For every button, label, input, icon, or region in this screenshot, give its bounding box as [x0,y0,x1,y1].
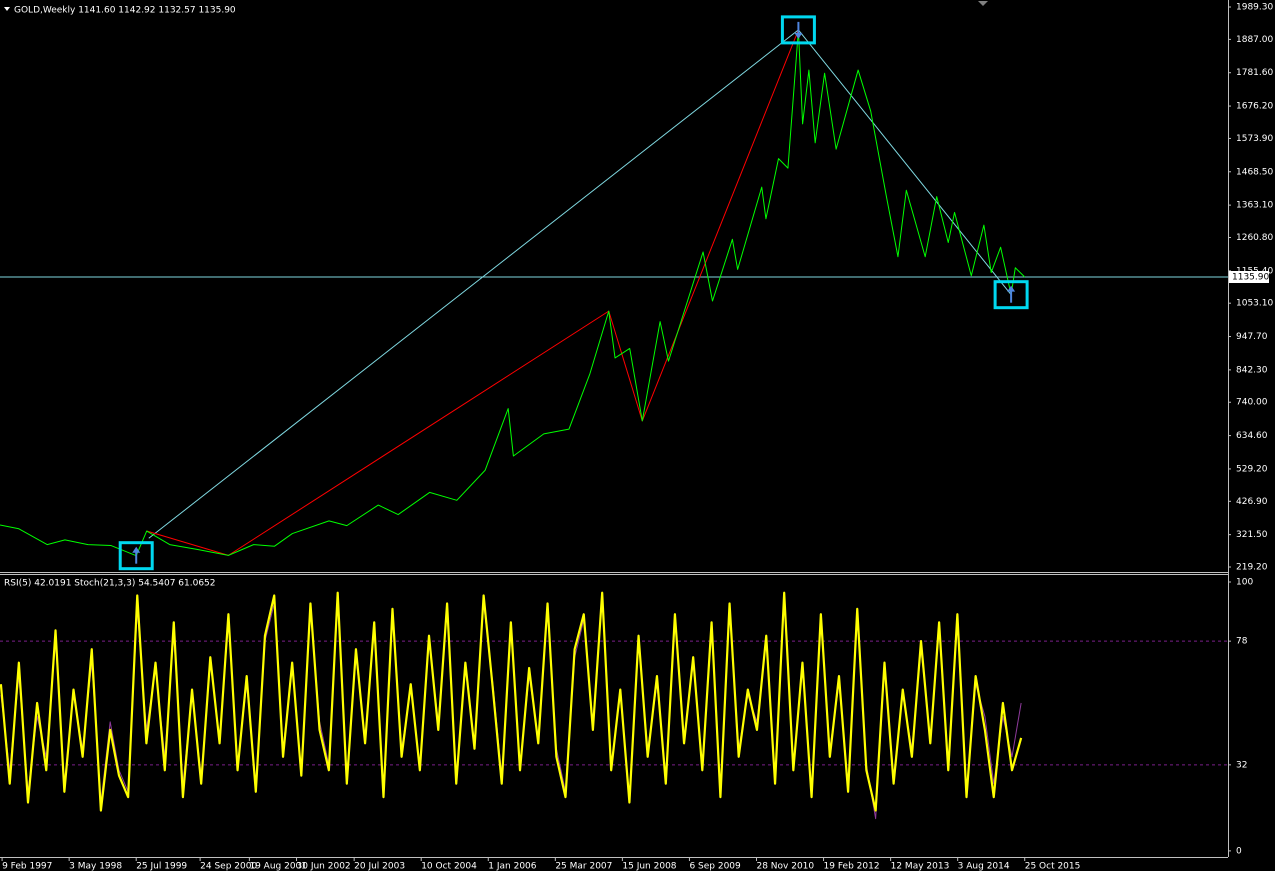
x-tick-label: 30 Jun 2002 [297,862,351,871]
x-tick-label: 6 Sep 2009 [689,862,741,871]
x-tick-label: 3 May 1998 [69,862,122,871]
y-tick-label: 1468.50 [1236,167,1273,177]
x-tick-label: 24 Sep 2000 [200,862,257,871]
x-tick-label: 25 Mar 2007 [555,862,612,871]
y-tick-label: 219.20 [1236,563,1268,573]
x-tick-label: 25 Jul 1999 [136,862,187,871]
y-tick-label: 426.90 [1236,497,1268,507]
y-tick-label: 0 [1236,846,1242,856]
x-tick-label: 3 Aug 2014 [958,862,1010,871]
last-price-label: 1135.90 [1232,272,1269,282]
y-tick-label: 1781.60 [1236,68,1273,78]
y-tick-label: 1887.00 [1236,35,1273,45]
y-tick-label: 842.30 [1236,365,1268,375]
x-tick-label: 25 Oct 2015 [1025,862,1081,871]
x-tick-label: 9 Feb 1997 [2,862,52,871]
series-line [0,29,1026,557]
plot-layer: 219.20 321.50 426.90 529.20 634.60 740.00 842.… [0,3,1273,871]
x-tick-label: 19 Feb 2012 [824,862,880,871]
signal-arrow-head [794,32,803,39]
y-tick-label: 1260.80 [1236,233,1273,243]
y-tick-label: 32 [1236,760,1247,770]
y-tick-label: 1573.90 [1236,134,1273,144]
x-tick-label: 20 Jul 2003 [354,862,405,871]
y-tick-label: 1989.30 [1236,3,1273,13]
x-tick-label: 12 May 2013 [891,862,950,871]
y-tick-label: 947.70 [1236,332,1268,342]
x-tick-label: 1 Jan 2006 [488,862,536,871]
last-price-box [1229,270,1269,283]
indicator-title: RSI(5) 42.0191 Stoch(21,3,3) 54.5407 61.… [4,579,216,589]
x-tick-label: 19 Aug 2001 [249,862,307,871]
y-tick-label: 321.50 [1236,530,1268,540]
x-tick-label: 15 Jun 2008 [622,862,676,871]
y-tick-label: 100 [1236,577,1253,587]
signal-box [780,15,816,45]
chart-shift-marker[interactable] [978,1,988,6]
y-tick-label: 740.00 [1236,398,1268,408]
signal-arrow-head [1007,285,1016,292]
chart-title: GOLD,Weekly 1141.60 1142.92 1132.57 1135… [14,6,236,16]
symbol-menu-icon[interactable] [4,7,10,11]
y-tick-label: 1363.10 [1236,201,1273,211]
x-tick-label: 28 Nov 2010 [756,862,814,871]
signal-box [993,280,1029,310]
x-tick-label: 10 Oct 2004 [421,862,477,871]
series-line [0,591,1023,812]
y-tick-label: 634.60 [1236,431,1268,441]
y-tick-label: 78 [1236,637,1248,647]
y-tick-label: 529.20 [1236,464,1268,474]
signal-box [118,541,154,571]
y-tick-label: 1053.10 [1236,299,1273,309]
signal-arrow-head [132,546,141,553]
y-tick-label: 1676.20 [1236,102,1273,112]
